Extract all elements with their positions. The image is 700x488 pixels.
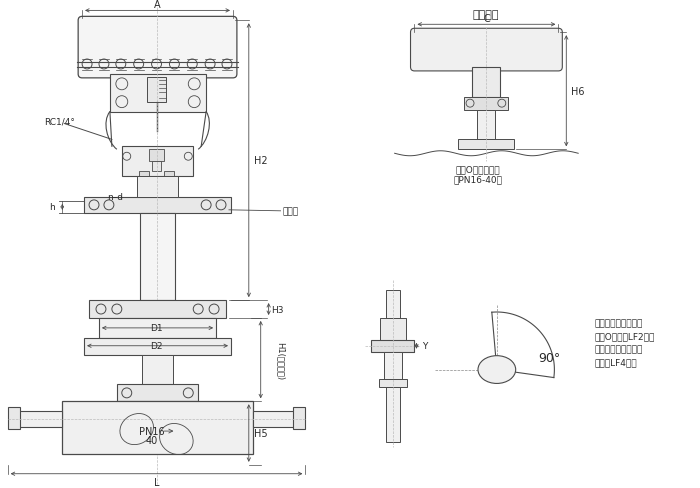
Bar bbox=[253, 411, 295, 427]
FancyBboxPatch shape bbox=[78, 17, 237, 79]
Bar bbox=[89, 301, 226, 318]
Ellipse shape bbox=[478, 356, 516, 384]
Bar bbox=[84, 198, 231, 213]
Text: RC1/4°: RC1/4° bbox=[44, 117, 76, 126]
Text: H6: H6 bbox=[571, 86, 585, 97]
Bar bbox=[146, 78, 167, 102]
Bar bbox=[384, 352, 402, 380]
Bar bbox=[62, 402, 253, 454]
Text: n–d: n–d bbox=[107, 193, 123, 202]
Bar bbox=[122, 147, 193, 177]
Text: 90°: 90° bbox=[538, 351, 561, 365]
Text: PN16: PN16 bbox=[139, 426, 164, 436]
Text: 低温调节阀法兰采用
金属O形圈（LF2）密
封，可根据用户配铝
扇圈（LF4）。: 低温调节阀法兰采用 金属O形圈（LF2）密 封，可根据用户配铝 扇圈（LF4）。 bbox=[594, 318, 654, 367]
Bar bbox=[139, 172, 148, 180]
Text: 顶式手轮: 顶式手轮 bbox=[473, 10, 499, 20]
Bar bbox=[164, 172, 174, 180]
Text: D1: D1 bbox=[150, 324, 163, 333]
Text: A: A bbox=[154, 0, 161, 10]
Text: H3: H3 bbox=[272, 305, 284, 314]
Text: h: h bbox=[50, 203, 55, 212]
Text: 连接板: 连接板 bbox=[283, 207, 299, 216]
Text: Y: Y bbox=[421, 342, 427, 350]
Bar bbox=[148, 150, 164, 162]
Bar bbox=[472, 68, 500, 98]
Bar bbox=[117, 385, 198, 402]
Bar bbox=[380, 318, 405, 340]
Bar bbox=[84, 338, 231, 355]
Text: 金属O型圈槽尺寸: 金属O型圈槽尺寸 bbox=[456, 165, 500, 174]
Text: 40: 40 bbox=[146, 435, 158, 445]
Bar bbox=[99, 318, 216, 338]
Bar bbox=[386, 387, 400, 442]
Bar bbox=[371, 340, 414, 352]
Bar bbox=[293, 407, 305, 429]
Text: C: C bbox=[483, 14, 490, 24]
Bar bbox=[136, 177, 178, 198]
Bar bbox=[379, 380, 407, 387]
Bar bbox=[140, 213, 176, 301]
Bar bbox=[386, 290, 400, 318]
Bar bbox=[110, 75, 206, 112]
Text: H2: H2 bbox=[254, 156, 267, 166]
Bar bbox=[8, 407, 20, 429]
Text: （PN16-40）: （PN16-40） bbox=[454, 175, 503, 184]
FancyBboxPatch shape bbox=[410, 29, 562, 72]
Bar bbox=[18, 411, 62, 427]
Text: H5: H5 bbox=[254, 428, 267, 438]
Bar bbox=[141, 355, 174, 385]
Text: H1(保温长度): H1(保温长度) bbox=[276, 341, 285, 379]
Bar bbox=[152, 162, 162, 172]
Text: L: L bbox=[154, 477, 160, 487]
Bar bbox=[477, 110, 495, 140]
Bar bbox=[464, 98, 508, 110]
Text: D2: D2 bbox=[150, 342, 163, 350]
Bar bbox=[458, 140, 514, 150]
